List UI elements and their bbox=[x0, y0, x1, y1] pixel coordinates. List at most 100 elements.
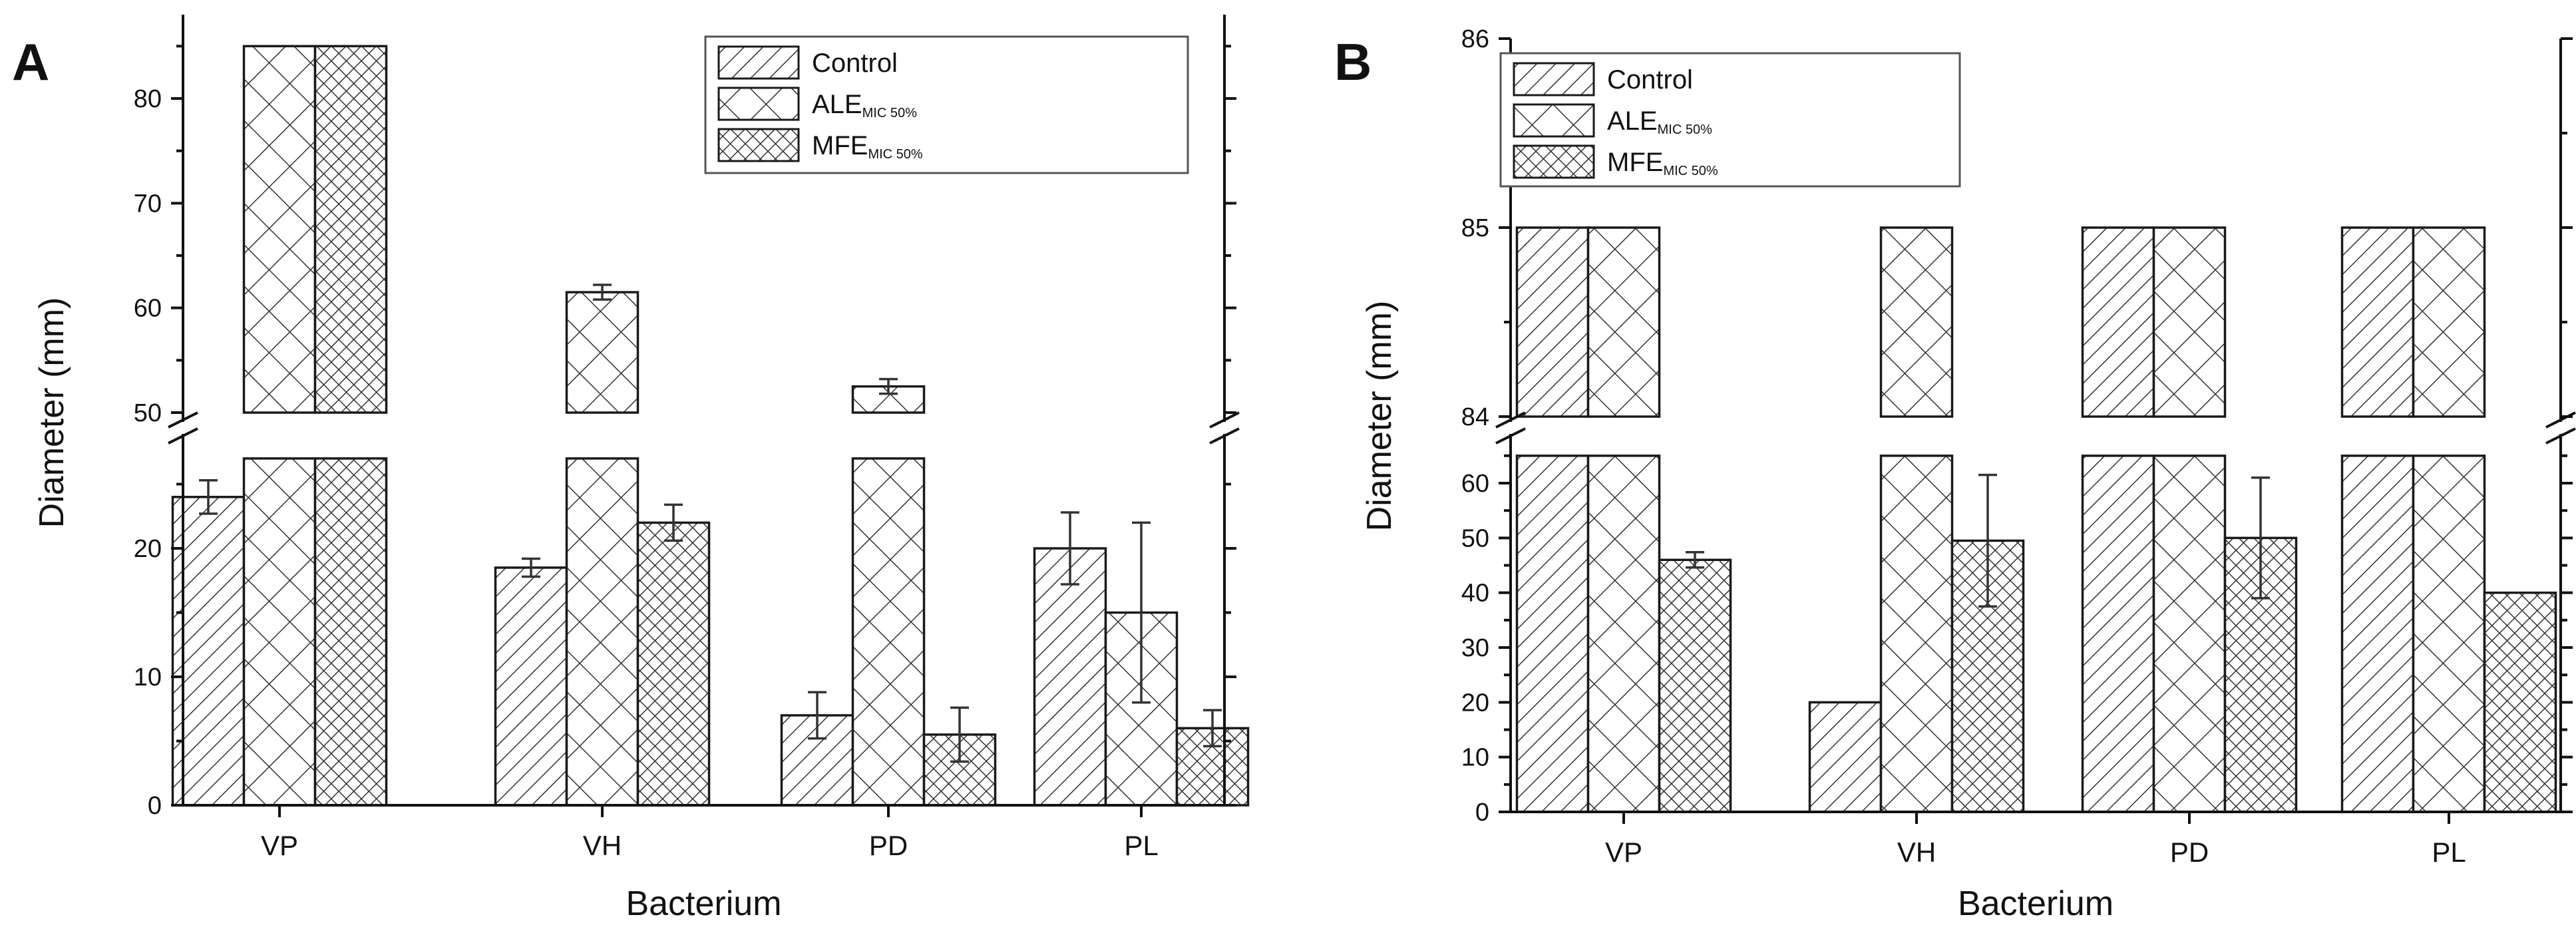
break-slash-bottom bbox=[168, 427, 198, 445]
panel-b-chart: B 0 10 20 30 40 50 60 84 85 86 VP VH PD PL Bacterium Di… bbox=[1334, 25, 2576, 923]
bar-a-pd-s2-lower bbox=[851, 457, 926, 807]
legend-label-2: ALEMIC 50% bbox=[812, 90, 917, 120]
y-tick-label: 86 bbox=[1461, 25, 1489, 53]
break-slash-bottom bbox=[1495, 427, 1526, 445]
x-tick-label-vp: VP bbox=[261, 830, 298, 861]
x-axis-title: Bacterium bbox=[626, 884, 781, 923]
axis-break-mark-left bbox=[1495, 411, 1526, 445]
legend-swatch-3 bbox=[1513, 144, 1595, 179]
bar-b-pl-s2-lower bbox=[2412, 455, 2486, 813]
legend-label-1: Control bbox=[812, 49, 898, 78]
bar-b-pd-s1-upper bbox=[2081, 226, 2155, 418]
y-tick-label: 40 bbox=[1461, 580, 1489, 608]
break-slash-top bbox=[1495, 411, 1526, 429]
error-bar-a-pd-s1 bbox=[808, 691, 827, 740]
break-slash-bottom bbox=[1209, 427, 1240, 445]
bar-b-vp-s1-lower bbox=[1515, 455, 1590, 813]
legend-label-main: Control bbox=[812, 49, 898, 78]
error-bar-a-vh-s3 bbox=[664, 503, 683, 542]
legend-label-3: MFEMIC 50% bbox=[1607, 148, 1718, 178]
break-slash-top bbox=[168, 411, 198, 429]
bar-b-pl-s3 bbox=[2483, 591, 2557, 813]
error-bar-a-vp-s1 bbox=[199, 478, 218, 515]
error-bar-a-pd-s2 bbox=[879, 377, 898, 395]
panel-a-chart: A 0 10 20 50 60 70 80 VP VH PD PL Bacterium Diameter… bbox=[12, 15, 1251, 923]
break-slash-top bbox=[2545, 411, 2576, 429]
panel-b-letter: B bbox=[1334, 33, 1372, 91]
x-tick-label-vh: VH bbox=[1897, 837, 1936, 868]
x-tick-label-vh: VH bbox=[583, 830, 622, 861]
error-bar-b-vp-s3 bbox=[1686, 550, 1704, 569]
bar-a-vp-s2-upper bbox=[242, 45, 317, 414]
error-bar-a-vh-s1 bbox=[522, 557, 540, 578]
axis-break-mark-right bbox=[1209, 411, 1240, 445]
bar-a-vh-s2-upper bbox=[565, 291, 640, 414]
error-bar-a-pd-s3 bbox=[950, 706, 969, 763]
bar-b-vh-s1 bbox=[1808, 701, 1883, 813]
y-tick-label: 50 bbox=[1461, 524, 1489, 552]
legend-label-1: Control bbox=[1607, 65, 1693, 94]
y-axis-title: Diameter (mm) bbox=[1360, 301, 1399, 532]
legend-label-main: MFE bbox=[812, 131, 868, 160]
y-tick-label: 70 bbox=[134, 190, 162, 218]
bar-b-pl-s2-upper bbox=[2412, 226, 2486, 418]
bar-b-vp-s3 bbox=[1658, 558, 1732, 813]
x-tick-label-vp: VP bbox=[1605, 837, 1642, 868]
bar-b-pd-s2-lower bbox=[2152, 455, 2227, 813]
x-axis-title: Bacterium bbox=[1958, 884, 2114, 923]
legend-label-main: Control bbox=[1607, 65, 1693, 94]
bar-b-vp-s1-upper bbox=[1515, 226, 1590, 418]
legend-label-3: MFEMIC 50% bbox=[812, 131, 923, 162]
legend-swatch-1 bbox=[717, 45, 800, 80]
legend-label-subscript: MIC 50% bbox=[868, 147, 922, 162]
legend-label-main: ALE bbox=[812, 90, 862, 119]
y-tick-label: 0 bbox=[1475, 799, 1489, 827]
y-tick-label: 60 bbox=[1461, 470, 1489, 498]
y-tick-label: 84 bbox=[1461, 403, 1489, 431]
y-tick-label: 10 bbox=[1461, 744, 1489, 772]
y-tick-label: 85 bbox=[1461, 214, 1489, 242]
error-bar-a-vh-s2 bbox=[593, 283, 612, 301]
y-tick-label: 10 bbox=[134, 663, 162, 691]
bar-b-pd-s2-upper bbox=[2152, 226, 2227, 418]
y-tick-label: 50 bbox=[134, 399, 162, 427]
error-bar-a-pl-s1 bbox=[1061, 511, 1079, 586]
bar-b-vp-s2-lower bbox=[1586, 455, 1661, 813]
axis-break-mark-right bbox=[2545, 411, 2576, 445]
bar-a-vp-s3-upper bbox=[313, 45, 388, 414]
bar-a-vp-s2-lower bbox=[242, 457, 317, 807]
legend-swatch-1 bbox=[1513, 62, 1595, 96]
axis-break-mark-left bbox=[168, 411, 198, 445]
legend-label-main: MFE bbox=[1607, 148, 1663, 177]
bar-b-pl-s1-lower bbox=[2340, 455, 2415, 813]
bar-b-pd-s1-lower bbox=[2081, 455, 2155, 813]
bar-b-vp-s2-upper bbox=[1586, 226, 1661, 418]
x-tick-label-pl: PL bbox=[1124, 830, 1158, 861]
x-tick-label-pd: PD bbox=[869, 830, 908, 861]
y-axis-title: Diameter (mm) bbox=[33, 297, 71, 528]
y-tick-label: 60 bbox=[134, 295, 162, 323]
axis-break-gap bbox=[156, 422, 1251, 434]
bar-a-vp-s1 bbox=[171, 496, 246, 807]
y-tick-label: 20 bbox=[1461, 689, 1489, 717]
bar-b-vh-s2-upper bbox=[1879, 226, 1954, 418]
legend-label-subscript: MIC 50% bbox=[862, 106, 917, 120]
error-bar-b-pd-s3 bbox=[2251, 476, 2270, 600]
axis-break-gap bbox=[1484, 422, 2576, 434]
x-tick-label-pd: PD bbox=[2170, 837, 2209, 868]
y-tick-label: 80 bbox=[134, 85, 162, 113]
legend-swatch-2 bbox=[1513, 103, 1595, 138]
legend-swatch-3 bbox=[717, 128, 800, 162]
bar-a-vh-s2-lower bbox=[565, 457, 640, 807]
y-tick-label: 0 bbox=[148, 792, 162, 820]
legend-label-2: ALEMIC 50% bbox=[1607, 106, 1712, 137]
legend-label-subscript: MIC 50% bbox=[1658, 122, 1712, 137]
legend-swatch-2 bbox=[717, 87, 800, 121]
legend-label-subscript: MIC 50% bbox=[1663, 164, 1718, 178]
error-bar-b-vh-s3 bbox=[1978, 473, 1997, 608]
bar-a-vh-s1 bbox=[494, 566, 568, 807]
bar-b-vh-s2-lower bbox=[1879, 455, 1954, 813]
